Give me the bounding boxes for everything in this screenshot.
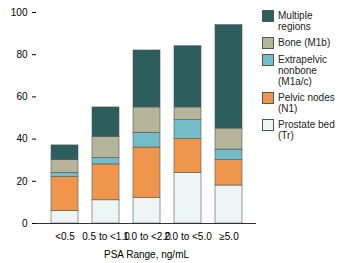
svg-text:PSA Range, ng/mL: PSA Range, ng/mL xyxy=(104,249,189,260)
html-text:Pelvic nodes (N1): Pelvic nodes (N1) xyxy=(278,92,335,114)
svg-text:60: 60 xyxy=(16,91,28,102)
html-text:Prostate bed (Tr): Prostate bed (Tr) xyxy=(278,119,335,141)
svg-text:<0.5: <0.5 xyxy=(55,231,75,242)
html-text:Bone (M1b): Bone (M1b) xyxy=(278,37,331,48)
svg-text:1.0 to <2.0: 1.0 to <2.0 xyxy=(123,230,171,242)
svg-text:2.0 to <5.0: 2.0 to <5.0 xyxy=(164,231,212,242)
svg-text:20: 20 xyxy=(16,176,28,187)
svg-text:40: 40 xyxy=(16,133,28,144)
svg-text:≥5.0: ≥5.0 xyxy=(219,231,239,242)
svg-text:100: 100 xyxy=(11,7,28,18)
html-text:Multiple regions: Multiple regions xyxy=(278,10,313,32)
svg-text:80: 80 xyxy=(16,49,28,60)
html-text:Extrapelvic nonbone (M1a/c): Extrapelvic nonbone (M1a/c) xyxy=(278,54,327,87)
svg-text:0.5 to <1.0: 0.5 to <1.0 xyxy=(82,230,130,242)
svg-text:0: 0 xyxy=(22,218,28,229)
